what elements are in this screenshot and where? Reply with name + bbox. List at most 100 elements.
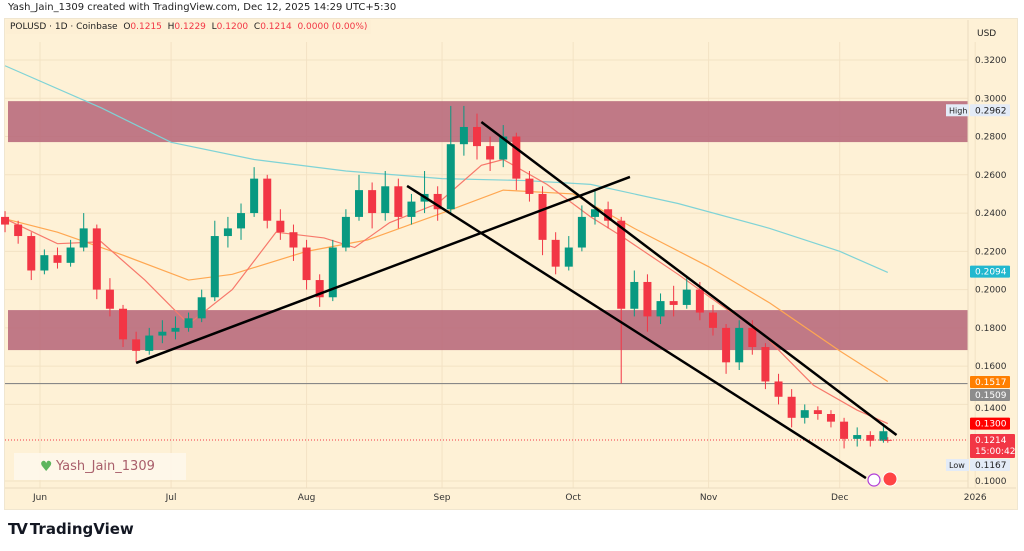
candle-body[interactable] — [564, 247, 573, 267]
candle-body[interactable] — [79, 228, 88, 248]
candle-body[interactable] — [459, 126, 468, 145]
candle-body[interactable] — [813, 410, 822, 414]
candle-body[interactable] — [132, 339, 141, 351]
price-label-badge — [970, 265, 1010, 278]
candle-body[interactable] — [643, 281, 652, 317]
author-watermark: ♥ Yash_Jain_1309 — [14, 453, 186, 480]
candle-body[interactable] — [630, 281, 639, 309]
candle-body[interactable] — [1, 216, 10, 225]
candle-body[interactable] — [853, 435, 862, 439]
currency-label[interactable]: USD — [977, 29, 996, 39]
candle-body[interactable] — [748, 327, 757, 348]
chart-frame[interactable] — [4, 18, 1018, 510]
candle-body[interactable] — [237, 213, 246, 229]
candle-body[interactable] — [145, 335, 154, 351]
us-flag-event-icon[interactable] — [882, 471, 898, 487]
open-label: O — [123, 22, 131, 32]
candle-body[interactable] — [328, 247, 337, 298]
candle-body[interactable] — [27, 236, 36, 271]
candle-body[interactable] — [590, 209, 599, 217]
candle-body[interactable] — [66, 247, 75, 263]
y-tick-label: 0.2200 — [975, 247, 1007, 257]
price-label-text: 0.2962 — [975, 106, 1007, 116]
price-label-badge — [970, 389, 1010, 402]
close-label: C — [253, 22, 261, 32]
candle-body[interactable] — [40, 255, 49, 271]
tradingview-brand[interactable]: TV TradingView — [8, 520, 134, 538]
candle-body[interactable] — [368, 190, 377, 214]
price-label-text: 0.2094 — [975, 268, 1007, 278]
x-tick-label: Dec — [831, 493, 848, 503]
candle-body[interactable] — [879, 431, 888, 441]
candle-body[interactable] — [407, 201, 416, 217]
candle-body[interactable] — [787, 396, 796, 418]
candle-body[interactable] — [512, 136, 521, 179]
candle-body[interactable] — [53, 255, 62, 263]
close-value: 0.1214 — [260, 22, 292, 32]
candle-body[interactable] — [866, 435, 875, 441]
x-tick-label: Jun — [32, 493, 47, 503]
candle-body[interactable] — [302, 247, 311, 281]
candle-body[interactable] — [761, 347, 770, 382]
trend-line[interactable] — [480, 120, 898, 437]
candle-body[interactable] — [92, 228, 101, 290]
candle-body[interactable] — [826, 413, 835, 422]
candle-body[interactable] — [708, 312, 717, 328]
y-tick-label: 0.2800 — [975, 133, 1007, 143]
price-tag-label: High — [949, 106, 967, 115]
candle-body[interactable] — [394, 186, 403, 217]
candle-body[interactable] — [119, 308, 128, 340]
candle-body[interactable] — [433, 193, 442, 210]
y-tick-label: 0.3200 — [975, 56, 1007, 66]
candle-body[interactable] — [184, 318, 193, 328]
candle-body[interactable] — [617, 220, 626, 309]
candle-body[interactable] — [682, 289, 691, 305]
candle-body[interactable] — [840, 421, 849, 439]
x-tick-label: Sep — [434, 493, 451, 503]
candle-body[interactable] — [158, 331, 167, 336]
candle-body[interactable] — [604, 209, 613, 221]
supply-demand-zone[interactable] — [8, 101, 968, 143]
candle-body[interactable] — [774, 381, 783, 397]
chart-credit: Yash_Jain_1309 created with TradingView.… — [8, 2, 397, 13]
supply-demand-zone[interactable] — [8, 310, 968, 351]
candle-body[interactable] — [486, 146, 495, 160]
symbol-label[interactable]: POLUSD · 1D · Coinbase — [10, 22, 118, 32]
candle-body[interactable] — [538, 193, 547, 240]
candle-body[interactable] — [197, 297, 206, 319]
y-tick-label: 0.2400 — [975, 209, 1007, 219]
brand-name: TradingView — [29, 520, 134, 538]
lightning-event-icon[interactable] — [867, 473, 881, 487]
candle-body[interactable] — [473, 126, 481, 147]
candle-body[interactable] — [499, 136, 508, 160]
trend-line[interactable] — [406, 184, 867, 480]
candle-body[interactable] — [800, 410, 809, 418]
candle-body[interactable] — [341, 216, 350, 248]
candle-body[interactable] — [722, 327, 731, 363]
candle-body[interactable] — [355, 190, 364, 217]
price-tag-label: Low — [949, 461, 965, 470]
candle-body[interactable] — [276, 220, 285, 233]
candle-body[interactable] — [171, 327, 180, 332]
candle-body[interactable] — [210, 236, 219, 298]
candle-body[interactable] — [577, 216, 586, 248]
candle-body[interactable] — [223, 228, 232, 237]
candle-body[interactable] — [656, 301, 665, 317]
candle-body[interactable] — [446, 144, 455, 210]
candle-body[interactable] — [669, 301, 678, 305]
candle-body[interactable] — [105, 289, 114, 309]
candle-body[interactable] — [735, 327, 744, 363]
green-heart-icon: ♥ — [40, 458, 53, 475]
candle-body[interactable] — [551, 239, 560, 267]
trend-line[interactable] — [135, 175, 631, 365]
candle-body[interactable] — [695, 289, 704, 313]
price-label-text: 0.1214 — [975, 436, 1007, 446]
candle-body[interactable] — [381, 186, 390, 214]
candle-body[interactable] — [525, 178, 534, 194]
candle-body[interactable] — [289, 232, 298, 248]
candle-body[interactable] — [315, 280, 324, 298]
candle-body[interactable] — [263, 178, 272, 221]
candle-body[interactable] — [250, 178, 259, 214]
candle-body[interactable] — [14, 224, 23, 237]
